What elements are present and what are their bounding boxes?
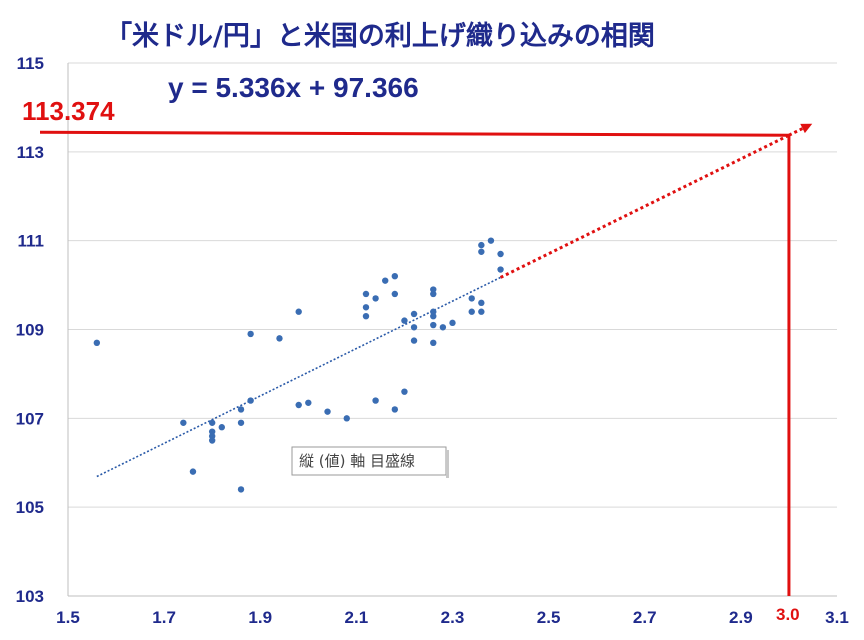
projection-group (39, 123, 813, 596)
data-point (305, 399, 312, 406)
data-point (497, 250, 504, 258)
data-point (487, 237, 495, 244)
data-point (237, 406, 245, 413)
data-point (208, 428, 216, 435)
y-axis-ticks: 103 105 107 109 111 113 115 (16, 54, 44, 606)
data-point (478, 248, 485, 255)
data-point (276, 335, 283, 342)
data-points (93, 237, 504, 493)
data-point (362, 290, 370, 298)
data-point (391, 290, 399, 298)
data-point (372, 295, 379, 302)
x-tick-label: 2.9 (729, 608, 753, 627)
axes (67, 63, 837, 597)
data-point (401, 317, 408, 324)
data-point (410, 310, 418, 318)
projection-arrowhead (800, 123, 813, 134)
axis-gridline-tag: 縦 (値) 軸 目盛線 (291, 446, 449, 478)
data-point (208, 437, 216, 444)
data-point (430, 290, 437, 298)
data-point (93, 339, 101, 347)
data-point (324, 408, 331, 415)
data-point (410, 324, 418, 331)
y-tick-label: 111 (18, 232, 45, 251)
x-marker-label: 3.0 (776, 605, 800, 624)
data-point (439, 324, 447, 331)
data-point (382, 277, 389, 284)
y-tick-label: 105 (16, 498, 44, 517)
data-point (218, 424, 225, 431)
trendline (96, 276, 501, 478)
data-point (449, 319, 456, 327)
data-point (430, 321, 437, 329)
data-point (430, 286, 437, 293)
data-point (237, 486, 245, 493)
data-point (295, 401, 302, 409)
y-tick-label: 115 (17, 54, 44, 73)
data-point (430, 312, 437, 320)
data-point (430, 308, 437, 315)
data-point (372, 397, 379, 404)
x-tick-label: 2.1 (345, 608, 369, 627)
y-tick-label: 109 (16, 321, 44, 340)
data-point (468, 308, 475, 315)
chart-title: 「米ドル/円」と米国の利上げ織り込みの相関 (105, 21, 655, 52)
data-point (478, 308, 485, 315)
projection-horizontal-line (39, 130, 789, 137)
axis-gridline-tag-text: 縦 (値) 軸 目盛線 (299, 452, 415, 470)
projection-value-label: 113.374 (22, 96, 115, 126)
data-point (237, 419, 245, 426)
data-point (468, 295, 475, 302)
x-tick-label: 3.1 (825, 608, 849, 627)
data-point (247, 330, 254, 338)
x-tick-label: 2.3 (441, 608, 465, 627)
regression-equation: y = 5.336x + 97.366 (168, 72, 419, 103)
y-tick-label: 113 (17, 143, 44, 162)
data-point (362, 312, 370, 320)
data-point (478, 241, 485, 249)
data-point (391, 406, 399, 413)
x-axis-ticks: 1.5 1.7 1.9 2.1 2.3 2.5 2.7 2.9 3.1 (56, 608, 849, 627)
data-point (189, 468, 197, 475)
data-point (247, 397, 254, 404)
x-tick-label: 1.9 (248, 608, 272, 627)
y-tick-label: 103 (16, 587, 44, 606)
projection-dotted-line (499, 133, 790, 279)
data-point (410, 337, 418, 344)
x-tick-label: 2.7 (633, 608, 657, 627)
data-point (180, 419, 187, 426)
y-tick-label: 107 (16, 409, 44, 428)
data-point (478, 299, 485, 307)
trendline-group (96, 276, 501, 478)
x-tick-label: 1.5 (56, 608, 80, 627)
data-point (401, 388, 408, 395)
data-point (295, 308, 302, 315)
data-point (343, 415, 350, 422)
gridlines (68, 62, 837, 597)
data-point (362, 304, 370, 311)
x-tick-label: 2.5 (537, 608, 561, 627)
x-tick-label: 1.7 (152, 608, 176, 627)
data-point (497, 266, 504, 273)
data-point (208, 419, 216, 426)
data-point (391, 273, 399, 280)
data-point (430, 339, 437, 347)
data-point (208, 432, 216, 440)
